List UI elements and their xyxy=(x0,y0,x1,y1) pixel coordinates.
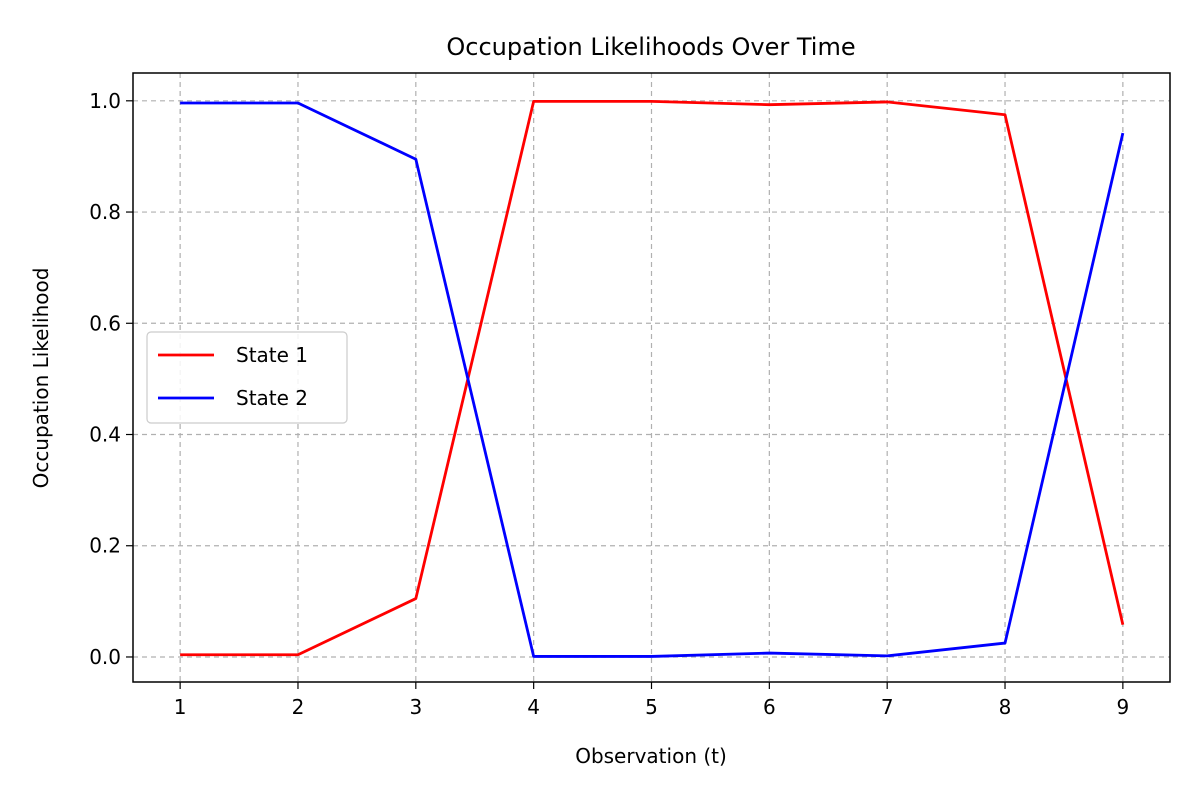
y-tick-label: 0.8 xyxy=(89,200,121,224)
x-tick-label: 2 xyxy=(292,695,305,719)
grid xyxy=(133,73,1170,682)
legend-label: State 1 xyxy=(236,343,308,367)
x-tick-label: 3 xyxy=(409,695,422,719)
x-axis-ticks: 1 2 3 4 5 6 7 8 9 xyxy=(174,682,1129,719)
chart-title: Occupation Likelihoods Over Time xyxy=(446,33,855,61)
legend: State 1 State 2 xyxy=(146,331,348,424)
x-tick-label: 9 xyxy=(1116,695,1129,719)
x-tick-label: 5 xyxy=(645,695,658,719)
y-tick-label: 0.2 xyxy=(89,534,121,558)
series-line-1 xyxy=(180,99,1125,657)
y-tick-label: 0.4 xyxy=(89,423,121,447)
x-tick-label: 7 xyxy=(881,695,894,719)
series-lines xyxy=(180,99,1125,658)
y-tick-label: 0.6 xyxy=(89,311,121,335)
x-tick-label: 1 xyxy=(174,695,187,719)
series-line-2 xyxy=(180,101,1125,658)
x-tick-label: 8 xyxy=(999,695,1012,719)
legend-label: State 2 xyxy=(236,386,308,410)
y-axis-label: Occupation Likelihood xyxy=(29,268,53,489)
x-axis-label: Observation (t) xyxy=(575,744,727,768)
y-axis-ticks: 0.0 0.2 0.4 0.6 0.8 1.0 xyxy=(89,89,133,669)
y-tick-label: 0.0 xyxy=(89,645,121,669)
x-tick-label: 4 xyxy=(527,695,540,719)
y-tick-label: 1.0 xyxy=(89,89,121,113)
x-tick-label: 6 xyxy=(763,695,776,719)
